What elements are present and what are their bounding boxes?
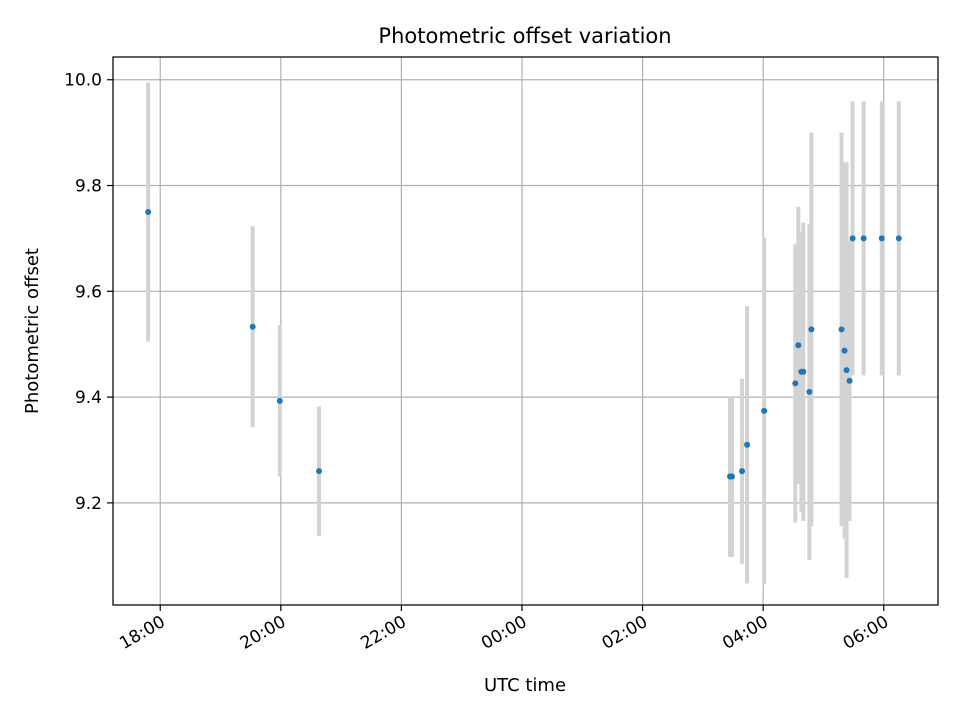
data-point xyxy=(808,326,815,333)
data-point xyxy=(761,407,768,414)
plot-area-frame xyxy=(112,56,939,606)
y-tick-label: 9.6 xyxy=(75,282,102,302)
y-tick-label: 9.4 xyxy=(75,388,102,408)
y-tick-label: 9.8 xyxy=(75,177,102,197)
data-point xyxy=(838,326,845,333)
data-point xyxy=(744,441,751,448)
data-point xyxy=(841,347,848,354)
chart-title: Photometric offset variation xyxy=(378,24,671,48)
data-point xyxy=(800,368,807,375)
data-point xyxy=(739,468,746,475)
data-points xyxy=(145,208,902,480)
data-point xyxy=(792,380,799,387)
data-point xyxy=(276,397,283,404)
y-axis-title: Photometric offset xyxy=(22,248,43,414)
data-point xyxy=(145,208,152,215)
data-point xyxy=(795,342,802,349)
data-point xyxy=(849,235,856,242)
y-tick-label: 9.2 xyxy=(75,494,102,514)
data-point xyxy=(860,235,867,242)
data-point xyxy=(729,473,736,480)
y-tick-label: 10.0 xyxy=(64,71,102,91)
data-point xyxy=(878,235,885,242)
data-point xyxy=(895,235,902,242)
data-point xyxy=(846,377,853,384)
data-point xyxy=(315,468,322,475)
data-point xyxy=(843,367,850,374)
data-point xyxy=(249,323,256,330)
data-point xyxy=(806,388,813,395)
x-axis-title: UTC time xyxy=(484,675,566,696)
